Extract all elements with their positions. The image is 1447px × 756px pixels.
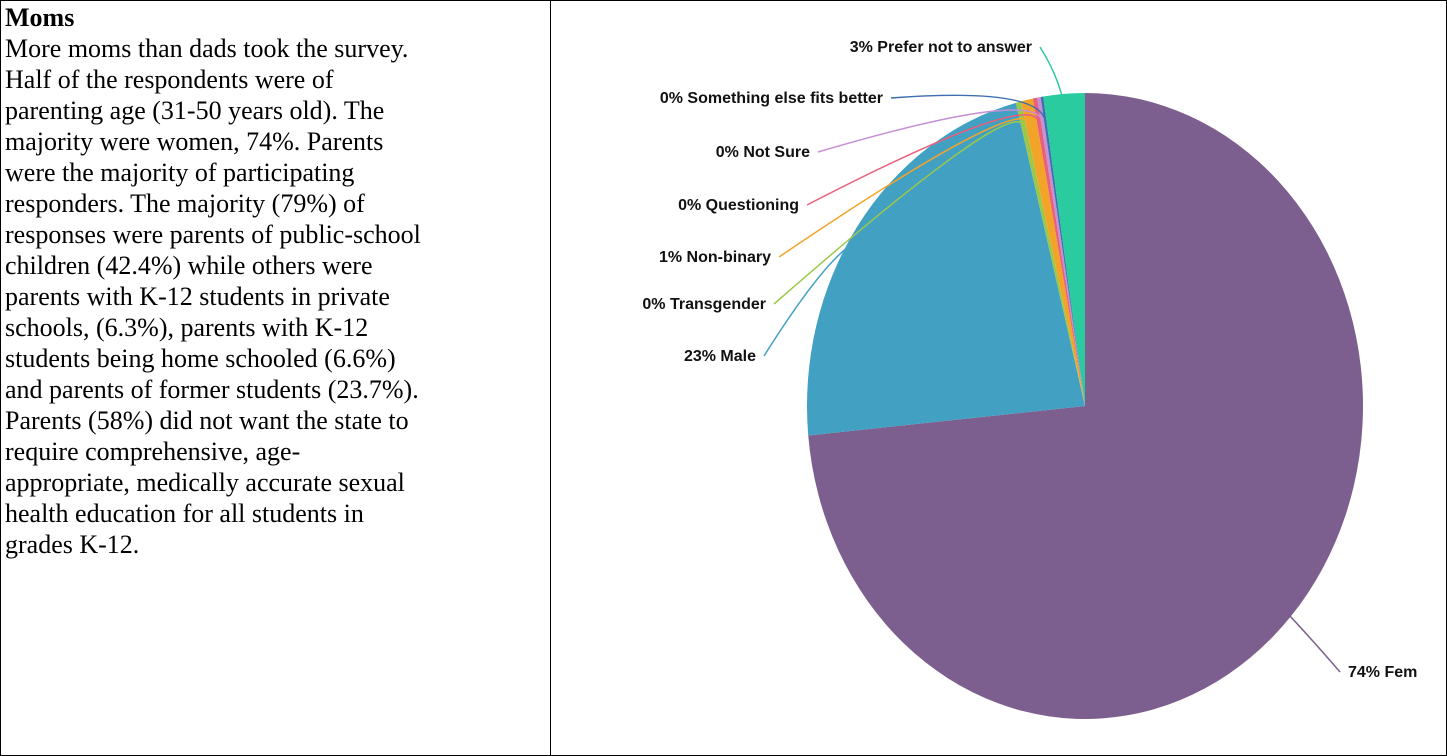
text-cell: Moms More moms than dads took the survey… — [5, 3, 545, 560]
body-paragraph: More moms than dads took the survey. Hal… — [5, 34, 421, 559]
slice-label: 1% Non-binary — [659, 249, 771, 266]
section-heading: Moms — [5, 3, 75, 32]
pie-slice — [1037, 97, 1085, 406]
slice-label: 0% Not Sure — [716, 144, 810, 161]
slice-label: 74% Fem — [1348, 664, 1417, 681]
leader-line — [806, 114, 1040, 206]
leader-line — [763, 237, 877, 357]
pie-slice — [1015, 101, 1085, 406]
cell-divider — [550, 0, 551, 756]
slice-label: 0% Transgender — [642, 296, 766, 313]
pie-slice — [808, 93, 1363, 719]
pie-chart: 74% Fem 23% Male 0% Transgender 1% Non-bina… — [642, 39, 1417, 719]
leader-line — [817, 109, 1044, 153]
pie-slice — [807, 102, 1085, 436]
slice-label: 0% Questioning — [678, 197, 799, 214]
pie-slice — [1032, 97, 1085, 407]
slice-label: 0% Something else fits better — [660, 90, 883, 107]
leader-line — [1039, 46, 1067, 119]
pie-slice — [1043, 93, 1085, 406]
slice-label: 23% Male — [684, 348, 756, 365]
leader-line — [1273, 599, 1341, 673]
pie-slice — [1040, 96, 1085, 406]
pie-slice — [1020, 98, 1085, 406]
slice-label: 3% Prefer not to answer — [850, 39, 1032, 56]
leader-line — [773, 121, 1025, 305]
leader-line — [890, 94, 1047, 122]
leader-line — [778, 117, 1033, 258]
